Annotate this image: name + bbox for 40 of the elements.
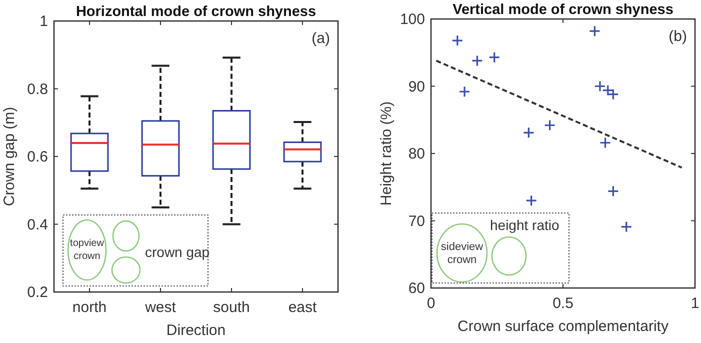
point [471, 54, 483, 66]
point [588, 25, 600, 37]
y-tick-label: 0.8 [27, 80, 48, 98]
chart-title: Vertical mode of crown shyness [452, 2, 674, 18]
point [522, 126, 534, 138]
point [607, 185, 619, 197]
x-tick-label: 0.5 [552, 295, 574, 312]
point [458, 86, 470, 98]
annotation: sideview crown [440, 241, 484, 266]
point [620, 221, 632, 233]
annotation: crown gap [145, 244, 210, 260]
x-tick-label: 0 [426, 295, 436, 312]
y-tick-label: 0.2 [27, 284, 48, 301]
point [599, 136, 612, 149]
annotation: topview crown [70, 238, 105, 262]
y-tick-label: 80 [408, 146, 425, 162]
x-tick-label: west [144, 299, 177, 316]
x-tick-label: south [213, 299, 250, 316]
x-tick-label: north [72, 299, 107, 316]
point [452, 34, 464, 46]
y-tick-label: 0.4 [27, 216, 48, 234]
y-tick-label: 1 [40, 13, 48, 30]
y-tick-label: 100 [400, 11, 425, 28]
point [526, 194, 538, 206]
y-tick-label: 60 [408, 280, 425, 297]
x-tick-label: 1 [690, 295, 700, 312]
point [488, 52, 500, 64]
x-axis-title: Crown surface complementarity [458, 318, 669, 335]
annotation: (b) [668, 28, 687, 45]
y-tick-label: 70 [408, 212, 425, 230]
point [544, 119, 556, 132]
chart-title: Horizontal mode of crown shyness [76, 4, 316, 20]
x-axis-title: Direction [166, 322, 226, 339]
x-tick-label: east [288, 299, 318, 316]
y-axis-title: Crown gap (m) [1, 106, 18, 206]
annotation: (a) [312, 30, 330, 47]
y-tick-label: 90 [408, 78, 425, 96]
y-tick-label: 0.6 [27, 148, 48, 166]
annotation: height ratio [490, 217, 560, 233]
y-axis-title: Height ratio (%) [378, 101, 395, 206]
